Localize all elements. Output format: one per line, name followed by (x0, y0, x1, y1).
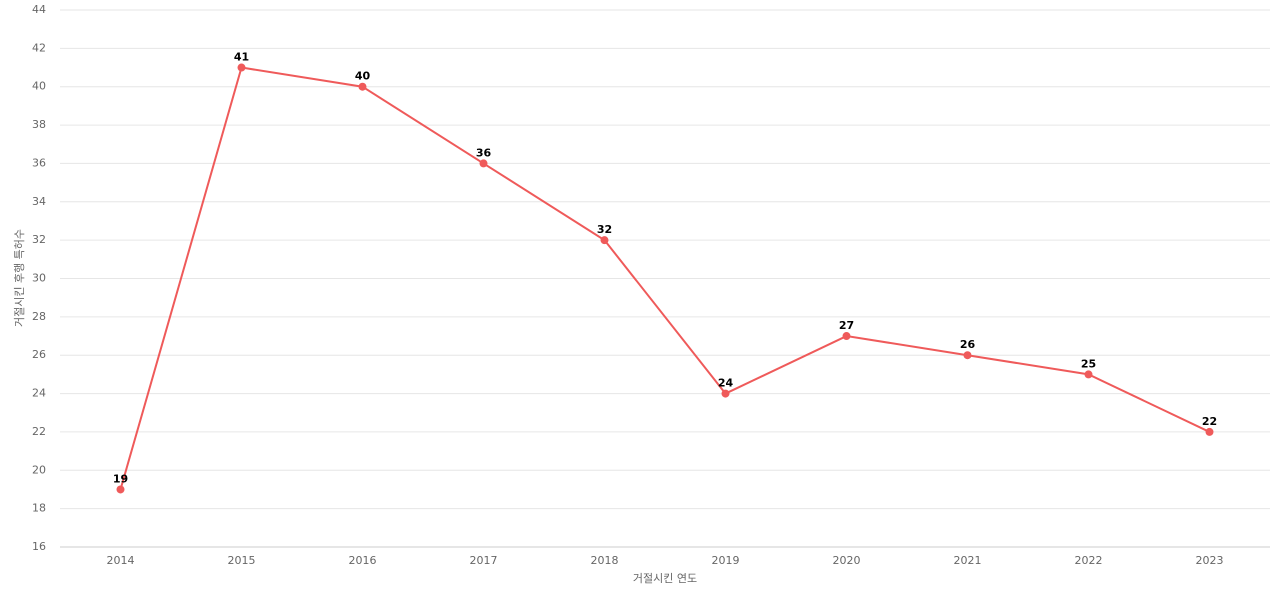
x-tick-label: 2020 (833, 554, 861, 567)
x-tick-label: 2022 (1075, 554, 1103, 567)
y-tick-label: 32 (32, 233, 46, 246)
y-tick-label: 20 (32, 463, 46, 476)
point (721, 389, 730, 398)
y-tick-label: 40 (32, 80, 46, 93)
value-label: 36 (476, 146, 492, 159)
y-tick-label: 18 (32, 502, 46, 515)
value-label: 19 (113, 472, 128, 485)
y-tick-label: 30 (32, 272, 46, 285)
x-axis-title: 거절시킨 연도 (633, 572, 697, 585)
x-tick-label: 2018 (591, 554, 619, 567)
value-label: 32 (597, 223, 612, 236)
y-axis-title: 거절시킨 후행 특허수 (13, 229, 26, 327)
y-tick-label: 26 (32, 348, 46, 361)
y-tick-label: 44 (32, 3, 46, 16)
x-tick-label: 2014 (107, 554, 135, 567)
x-tick-label: 2023 (1196, 554, 1224, 567)
x-tick-label: 2021 (954, 554, 982, 567)
point (479, 159, 488, 168)
y-tick-label: 24 (32, 387, 46, 400)
value-label: 26 (960, 338, 976, 351)
y-tick-label: 22 (32, 425, 46, 438)
point (358, 82, 367, 91)
value-label: 27 (839, 319, 854, 332)
point (237, 63, 246, 72)
value-label: 40 (355, 70, 371, 83)
x-tick-label: 2017 (470, 554, 498, 567)
line (119, 66, 1210, 490)
y-tick-label: 16 (32, 540, 46, 553)
y-tick-label: 36 (32, 156, 46, 169)
point (963, 351, 972, 360)
value-label: 41 (234, 51, 249, 64)
value-label: 25 (1081, 357, 1096, 370)
point (842, 332, 851, 341)
y-tick-label: 34 (32, 195, 46, 208)
value-label: 22 (1202, 415, 1217, 428)
x-tick-label: 2016 (349, 554, 377, 567)
value-label: 24 (718, 377, 734, 390)
point (1084, 370, 1093, 379)
y-tick-label: 28 (32, 310, 46, 323)
x-tick-label: 2019 (712, 554, 740, 567)
point (116, 485, 125, 494)
x-tick-label: 2015 (228, 554, 256, 567)
y-tick-label: 42 (32, 41, 46, 54)
point (600, 236, 609, 245)
point (1205, 427, 1214, 436)
y-tick-label: 38 (32, 118, 46, 131)
